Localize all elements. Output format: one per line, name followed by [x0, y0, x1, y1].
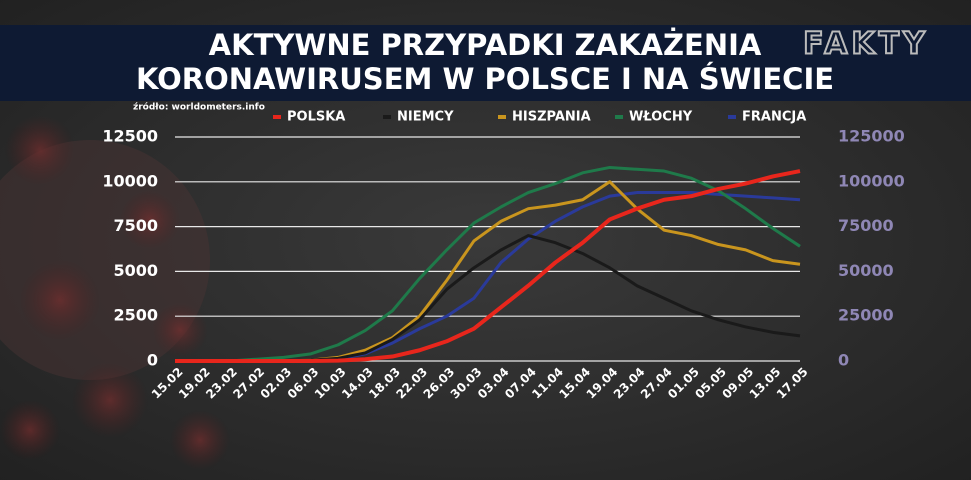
series-line — [175, 165, 801, 363]
y-tick-label: 5000 — [113, 261, 158, 280]
legend-label: POLSKA — [287, 110, 345, 125]
y-tick-label: 7500 — [113, 216, 158, 235]
chart-title: KORONAWIRUSEM W POLSCE I NA ŚWIECIE — [136, 62, 834, 96]
logo: FAKTY — [803, 27, 929, 62]
y-tick-label: 10000 — [102, 171, 158, 190]
y2-tick-label: 50000 — [838, 261, 894, 280]
legend-label: HISZPANIA — [512, 110, 591, 125]
y-tick-label: 0 — [147, 351, 158, 370]
virus-decoration — [0, 115, 230, 470]
legend-label: FRANCJA — [742, 110, 806, 125]
chart-title: AKTYWNE PRZYPADKI ZAKAŻENIA — [209, 28, 762, 62]
y2-tick-label: 75000 — [838, 216, 894, 235]
y2-tick-label: 25000 — [838, 306, 894, 325]
source: źródło: worldometers.info — [133, 102, 265, 113]
title-banner — [0, 25, 971, 101]
y2-tick-label: 100000 — [838, 171, 905, 190]
y2-tick-label: 125000 — [838, 127, 905, 146]
series-line — [175, 169, 801, 363]
legend-label: NIEMCY — [397, 110, 454, 125]
y-tick-label: 2500 — [113, 306, 158, 325]
legend-label: WŁOCHY — [629, 110, 693, 125]
y-tick-label: 12500 — [102, 127, 158, 146]
y2-tick-label: 0 — [838, 351, 849, 370]
